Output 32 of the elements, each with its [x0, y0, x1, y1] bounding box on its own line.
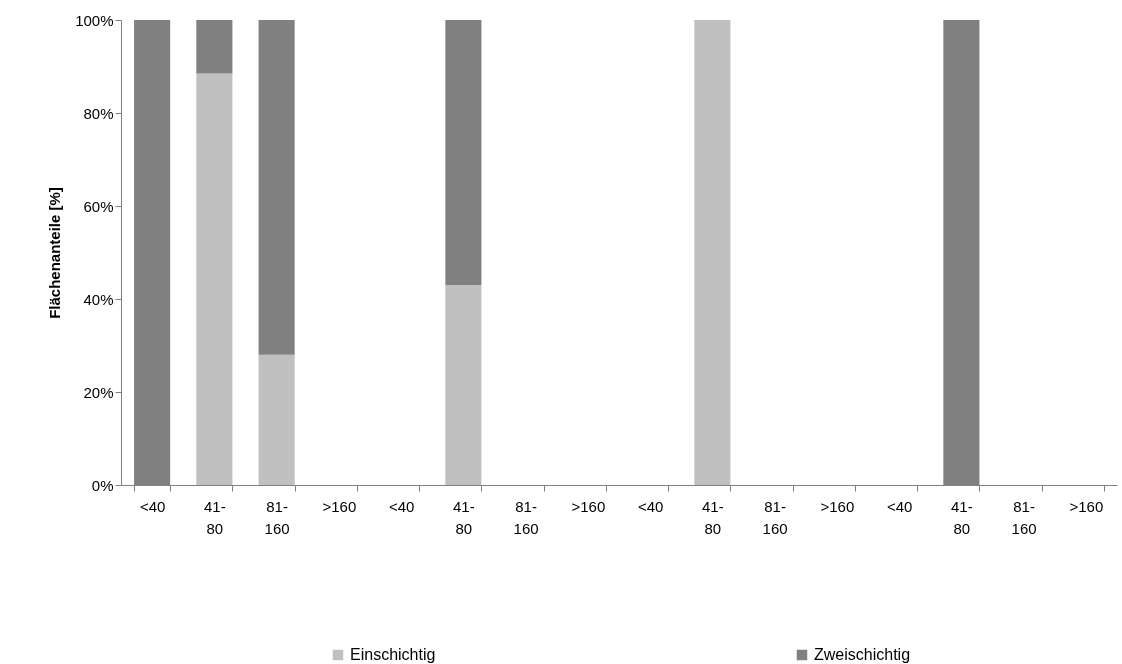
bar: [445, 285, 482, 485]
bar: [258, 20, 295, 355]
y-tick-label: 100%: [75, 11, 114, 29]
x-tick-label: 41-80: [204, 497, 226, 537]
y-tick-label: 40%: [83, 290, 114, 308]
legend-label: Zweischichtig: [814, 646, 911, 663]
x-tick-label: 81-160: [513, 497, 539, 537]
bar: [196, 20, 233, 74]
x-tick-label: >160: [322, 497, 357, 515]
x-tick-label: <40: [388, 497, 415, 515]
x-tick-label: 41-80: [702, 497, 724, 537]
bar: [196, 73, 233, 485]
x-tick-label: 81-160: [264, 497, 290, 537]
bar: [258, 354, 295, 485]
x-tick-label: >160: [820, 497, 855, 515]
bar: [445, 20, 482, 286]
y-tick-label: 60%: [83, 197, 114, 215]
bar: [694, 20, 731, 485]
y-tick-label: 0%: [91, 476, 114, 494]
x-tick-label: >160: [571, 497, 606, 515]
x-tick-label: <40: [139, 497, 166, 515]
legend-label: Einschichtig: [350, 646, 436, 663]
y-tick-label: 80%: [83, 104, 114, 122]
x-tick-label: 81-160: [762, 497, 788, 537]
x-tick-label: 81-160: [1011, 497, 1037, 537]
y-tick-label: 20%: [83, 383, 114, 401]
x-tick-label: <40: [637, 497, 664, 515]
y-axis-title: Flächenanteile [%]: [46, 187, 64, 319]
x-tick-label: <40: [886, 497, 913, 515]
x-tick-label: >160: [1069, 497, 1104, 515]
x-tick-label: 41-80: [453, 497, 475, 537]
x-tick-label: 41-80: [951, 497, 973, 537]
